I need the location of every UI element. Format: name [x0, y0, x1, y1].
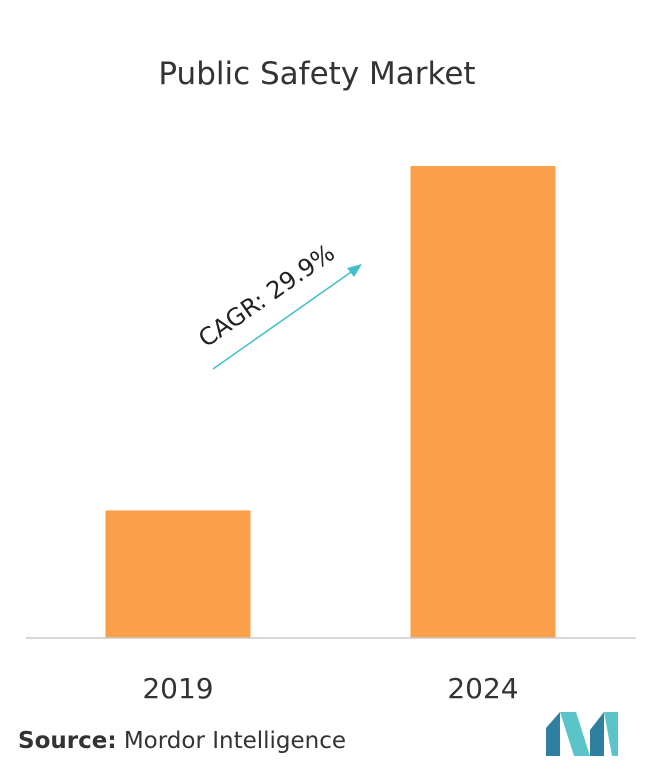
- mordor-intelligence-logo-icon: [546, 712, 618, 756]
- bar-2019: [105, 510, 251, 638]
- cagr-annotation: CAGR: 29.9%: [193, 239, 362, 370]
- source-note: Source: Mordor Intelligence: [18, 728, 346, 754]
- source-text: Mordor Intelligence: [123, 728, 347, 754]
- cagr-arrow-head: [347, 264, 362, 277]
- source-label: Source:: [18, 728, 117, 754]
- bar-2024: [410, 166, 556, 638]
- x-tick-label-2024: 2024: [447, 672, 518, 705]
- cagr-arrow-line: [212, 269, 355, 370]
- chart-title: Public Safety Market: [158, 56, 475, 92]
- x-tick-label-2019: 2019: [142, 672, 213, 705]
